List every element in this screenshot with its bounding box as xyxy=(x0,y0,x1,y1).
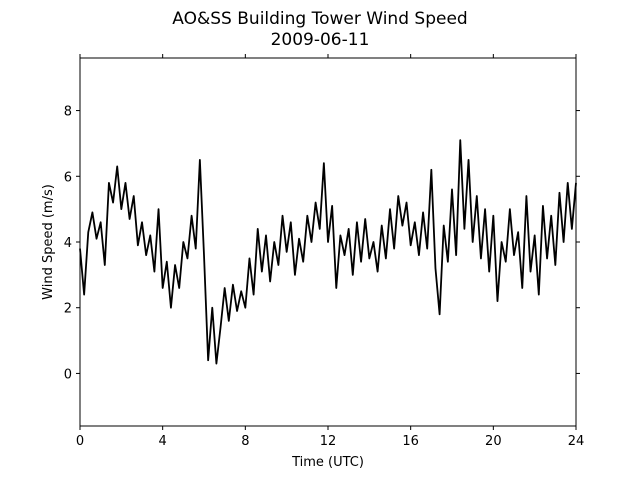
x-tick-label: 12 xyxy=(320,434,337,449)
y-tick-label: 0 xyxy=(64,367,72,382)
x-tick-label: 0 xyxy=(76,434,84,449)
y-tick-label: 4 xyxy=(64,236,72,251)
x-tick-label: 20 xyxy=(485,434,502,449)
plot-frame xyxy=(79,57,577,427)
x-tick-label: 24 xyxy=(568,434,585,449)
chart-title: AO&SS Building Tower Wind Speed xyxy=(172,9,467,29)
x-tick-label: 16 xyxy=(402,434,419,449)
x-tick-label: 4 xyxy=(159,434,167,449)
y-tick-label: 6 xyxy=(64,170,72,185)
y-axis-label: Wind Speed (m/s) xyxy=(41,184,56,300)
x-tick-label: 8 xyxy=(241,434,249,449)
chart-subtitle: 2009-06-11 xyxy=(271,30,370,50)
line xyxy=(79,139,577,365)
x-axis-label: Time (UTC) xyxy=(291,455,364,470)
y-tick-label: 2 xyxy=(64,302,72,317)
y-tick-label: 8 xyxy=(64,105,72,120)
